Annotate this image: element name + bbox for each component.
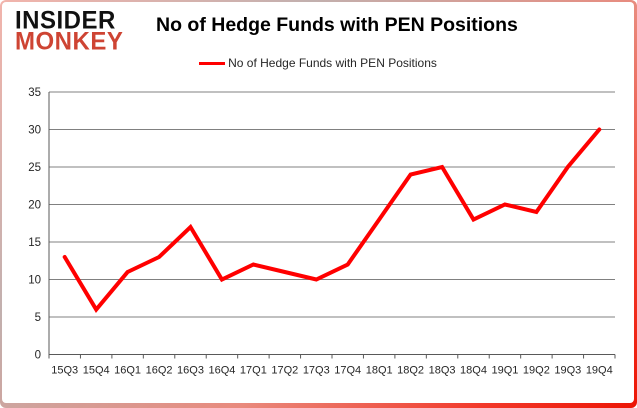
x-axis-label: 18Q3 — [429, 365, 456, 377]
x-axis-label: 16Q1 — [114, 365, 141, 377]
x-axis-label: 16Q2 — [146, 365, 173, 377]
x-axis-label: 18Q2 — [397, 365, 424, 377]
x-axis-label: 15Q4 — [83, 365, 110, 377]
x-axis-label: 17Q4 — [334, 365, 361, 377]
y-axis-label: 0 — [35, 350, 41, 362]
y-axis-label: 20 — [28, 200, 41, 212]
line-chart: 0 5 10 15 20 25 30 35 15Q3 15Q4 16Q1 16Q2 16Q3 16Q4 17… — [28, 87, 616, 377]
logo-line-insider: INSIDER — [15, 6, 116, 35]
y-axis-label: 15 — [28, 237, 41, 249]
logo-line-monkey: MONKEY — [15, 26, 124, 56]
x-axis-label: 19Q4 — [586, 365, 613, 377]
y-axis-label: 30 — [28, 125, 41, 137]
x-axis-label: 16Q4 — [208, 365, 235, 377]
y-axis-label: 5 — [35, 312, 41, 324]
legend-label: No of Hedge Funds with PEN Positions — [228, 56, 437, 70]
data-series-line — [62, 127, 602, 313]
x-axis-label: 18Q1 — [366, 365, 393, 377]
x-axis-label: 17Q1 — [240, 365, 267, 377]
x-axis-label: 19Q2 — [523, 365, 550, 377]
chart-title: No of Hedge Funds with PEN Positions — [156, 14, 518, 36]
x-axis-label: 19Q3 — [554, 365, 581, 377]
y-axis-label: 10 — [28, 275, 41, 287]
legend: No of Hedge Funds with PEN Positions — [2, 56, 634, 70]
insider-monkey-logo: INSIDER MONKEY — [15, 6, 124, 56]
legend-line-swatch — [199, 61, 226, 65]
y-axis-label: 35 — [28, 87, 41, 99]
x-axis-label: 17Q3 — [303, 365, 330, 377]
x-axis-label: 16Q3 — [177, 365, 204, 377]
x-axis-label: 17Q2 — [271, 365, 298, 377]
x-axis-label: 15Q3 — [51, 365, 78, 377]
x-axis-label: 19Q1 — [491, 365, 518, 377]
x-axis-label: 18Q4 — [460, 365, 487, 377]
chart-canvas: INSIDER MONKEY No of Hedge Funds with PE… — [2, 2, 634, 403]
y-axis-label: 25 — [28, 162, 41, 174]
